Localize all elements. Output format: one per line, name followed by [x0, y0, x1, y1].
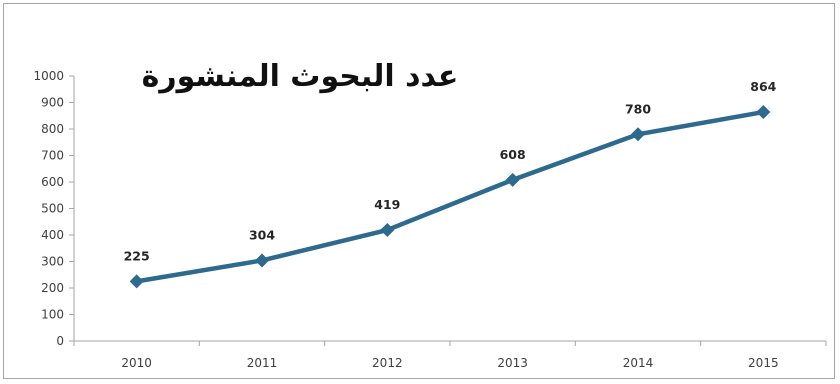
data-point-marker: [380, 222, 395, 237]
data-point-marker: [756, 105, 771, 120]
x-tick-label: 2015: [748, 356, 779, 370]
data-point-marker: [631, 127, 645, 142]
x-tick-label: 2010: [121, 356, 152, 370]
series-layer: [129, 105, 771, 289]
y-tick-label: 800: [41, 122, 64, 136]
data-label: 864: [750, 79, 776, 94]
data-point-marker: [505, 172, 520, 187]
y-tick-label: 700: [41, 149, 64, 163]
x-axis: 2010 2011 2012 2013 2014 2015: [73, 340, 827, 370]
data-label: 419: [374, 197, 400, 212]
x-tick-label: 2012: [372, 356, 403, 370]
y-tick-label: 600: [41, 175, 64, 189]
y-tick-label: 200: [41, 281, 64, 295]
x-tick-label: 2013: [497, 356, 528, 370]
data-labels: 225 304 419 608 780 864: [124, 79, 777, 263]
y-tick-label: 900: [41, 96, 64, 110]
y-tick-label: 500: [41, 202, 64, 216]
series-line: [134, 109, 766, 284]
chart-title: عدد البحوث المنشورة: [142, 59, 459, 94]
x-tick-label: 2011: [247, 356, 278, 370]
y-tick-label: 400: [41, 228, 64, 242]
x-tick-label: 2014: [623, 356, 654, 370]
data-label: 225: [124, 248, 150, 263]
y-tick-label: 300: [41, 255, 64, 269]
data-label: 304: [249, 227, 275, 242]
data-point-marker: [129, 274, 144, 289]
data-label: 780: [625, 101, 651, 116]
y-tick-label: 1000: [33, 69, 64, 83]
y-axis: 0 100 200 300 400 500 600 700 800 900 1000: [33, 69, 75, 348]
chart-frame: [3, 3, 835, 379]
data-point-marker: [255, 253, 269, 268]
y-tick-label: 0: [56, 334, 64, 348]
data-label: 608: [500, 147, 526, 162]
y-tick-label: 100: [41, 308, 64, 322]
